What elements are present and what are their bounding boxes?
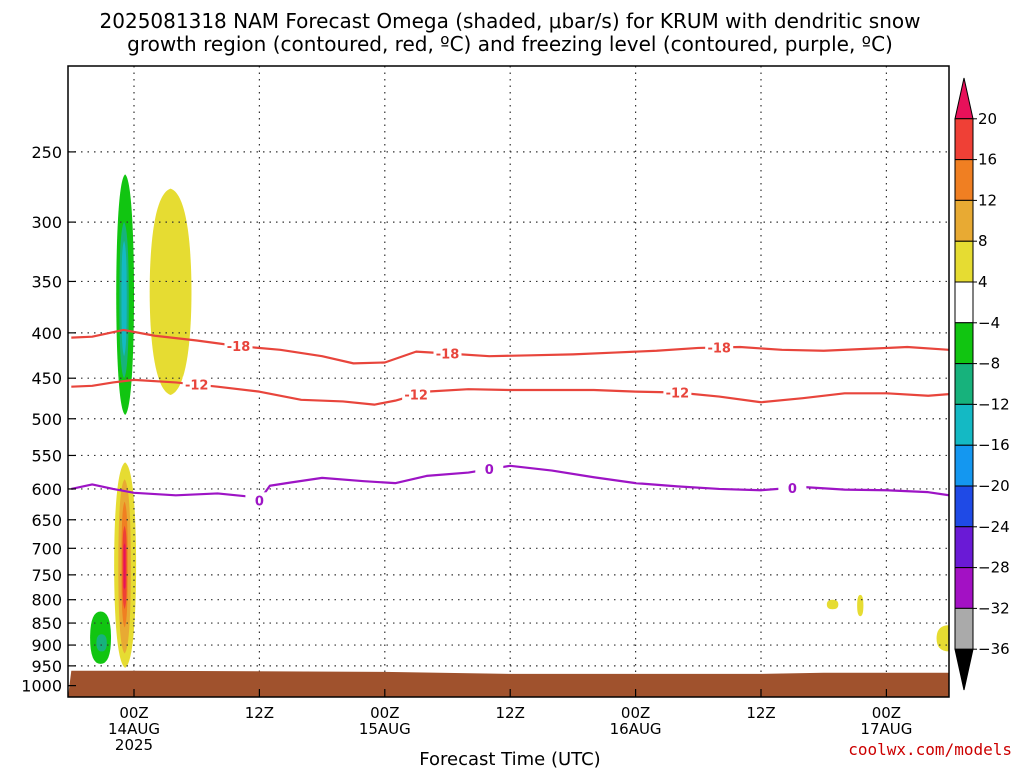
x-tick-label: 12Z <box>496 704 525 722</box>
x-tick-label: 2025 <box>115 736 153 754</box>
y-tick-label: 400 <box>31 324 62 343</box>
colorbar-tick-label: −12 <box>978 395 1010 413</box>
colorbar-tick-label: 20 <box>978 110 997 128</box>
y-tick-label: 300 <box>31 213 62 232</box>
y-tick-label: 650 <box>31 511 62 530</box>
chart-title-line-2: growth region (contoured, red, ºC) and f… <box>127 32 893 56</box>
colorbar-swatch <box>954 444 974 487</box>
x-axis-label: Forecast Time (UTC) <box>419 749 600 768</box>
contour-label-bg <box>475 461 504 477</box>
contour-label: 0 <box>255 494 264 509</box>
omega-shade-20 <box>123 542 126 590</box>
contour-label-bg <box>402 386 431 402</box>
omega-shade--8 <box>96 634 107 652</box>
contour-label: 0 <box>485 463 494 478</box>
plot-area <box>68 66 949 697</box>
colorbar-swatch <box>954 118 974 161</box>
contour-label: 0 <box>788 482 797 497</box>
colorbar-legend: 20 16 12 8 4 −4 −8 −12 −16 −20 −24 −28 −32 −36 <box>954 77 1010 691</box>
colorbar-swatch <box>954 281 974 324</box>
y-tick-label: 800 <box>31 591 62 610</box>
terrain-layer <box>68 670 949 697</box>
colorbar-tick-label: −20 <box>978 477 1010 495</box>
y-tick-label: 850 <box>31 614 62 633</box>
contour-label-bg <box>245 492 274 508</box>
x-tick-label: 12Z <box>746 704 775 722</box>
chart-title-line-1: 2025081318 NAM Forecast Omega (shaded, μ… <box>100 9 921 33</box>
omega-shade-4 <box>149 188 192 395</box>
omega-shade--12 <box>121 240 127 357</box>
x-tick-label: 00Z <box>119 704 148 722</box>
x-tick-label: 12Z <box>245 704 274 722</box>
colorbar-swatch <box>954 77 974 120</box>
y-tick-label: 550 <box>31 446 62 465</box>
contour-label-bg <box>705 339 734 355</box>
y-tick-label: 600 <box>31 480 62 499</box>
colorbar-swatch <box>954 403 974 446</box>
x-tick-label: 15AUG <box>359 720 411 738</box>
colorbar-swatch <box>954 199 974 242</box>
contour-label-bg <box>663 384 692 400</box>
colorbar-tick-label: −32 <box>978 599 1010 617</box>
grid-lines <box>68 66 949 697</box>
contour-label: -12 <box>185 379 209 394</box>
contour-label: -18 <box>436 347 460 362</box>
colorbar-tick-label: −8 <box>978 355 1000 373</box>
y-tick-label: 750 <box>31 566 62 585</box>
y-tick-label: 500 <box>31 410 62 429</box>
contour-label-bg <box>778 479 807 495</box>
x-tick-label: 17AUG <box>860 720 912 738</box>
colorbar-tick-label: 12 <box>978 191 997 209</box>
colorbar-tick-label: 4 <box>978 273 988 291</box>
colorbar-tick-label: −4 <box>978 314 1000 332</box>
contour-line <box>71 378 949 406</box>
colorbar-swatch <box>954 159 974 201</box>
contour-layer: -18 -18 -18 -12 -12 -12 0 0 0 <box>71 328 949 509</box>
contour-label: -18 <box>227 340 251 355</box>
contour-label: -12 <box>666 386 690 401</box>
contour-label: -12 <box>404 389 428 404</box>
contour-label-bg <box>182 376 211 392</box>
x-tick-label: 00Z <box>621 704 650 722</box>
y-tick-label: 250 <box>31 143 62 162</box>
colorbar-tick-label: −28 <box>978 559 1010 577</box>
colorbar-tick-label: −36 <box>978 640 1010 658</box>
colorbar-swatch <box>954 567 974 609</box>
colorbar-swatch <box>954 526 974 569</box>
contour-label-bg <box>224 338 253 354</box>
credit-text: coolwx.com/models <box>848 740 1012 759</box>
y-tick-label: 350 <box>31 272 62 291</box>
y-tick-label: 450 <box>31 369 62 388</box>
y-tick-label: 1000 <box>21 677 62 696</box>
y-tick-label: 900 <box>31 636 62 655</box>
colorbar-swatch <box>954 322 974 365</box>
colorbar-swatch <box>954 607 974 650</box>
x-tick-label: 00Z <box>872 704 901 722</box>
colorbar-swatch <box>954 363 974 405</box>
omega-shade-4 <box>826 599 839 610</box>
x-tick-label: 00Z <box>370 704 399 722</box>
omega-shading-layer <box>90 174 949 668</box>
contour-label-bg <box>433 345 462 361</box>
contour-line <box>71 328 949 365</box>
plot-frame <box>67 65 950 698</box>
contour-label: -18 <box>707 341 731 356</box>
colorbar-tick-label: 16 <box>978 151 997 169</box>
y-axis-pressure: 250 300 350 400 450 500 550 600 650 700 750 800 850 9… <box>21 143 76 696</box>
terrain-fill <box>68 670 949 697</box>
colorbar-tick-label: −16 <box>978 436 1010 454</box>
colorbar-tick-label: 8 <box>978 232 988 250</box>
y-tick-label: 700 <box>31 539 62 558</box>
colorbar-tick-label: −24 <box>978 518 1010 536</box>
x-tick-label: 16AUG <box>610 720 662 738</box>
y-tick-label: 950 <box>31 657 62 676</box>
colorbar-swatch <box>954 240 974 283</box>
colorbar-swatch <box>954 485 974 528</box>
x-tick-label: 14AUG <box>108 720 160 738</box>
colorbar-swatch <box>954 648 974 691</box>
omega-shade-4 <box>857 594 864 617</box>
